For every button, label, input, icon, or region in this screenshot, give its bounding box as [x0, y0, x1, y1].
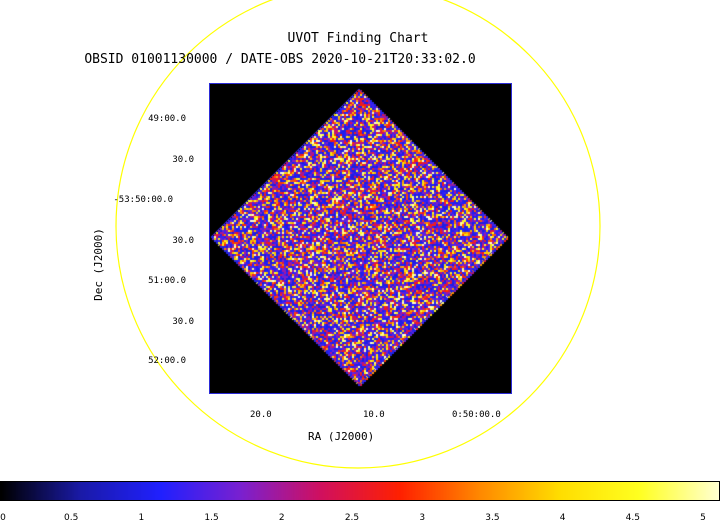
- colorbar-tick-label: 2.5: [344, 513, 360, 523]
- y-tick-label: 30.0: [172, 155, 194, 165]
- colorbar-tick-label: 2: [278, 513, 285, 523]
- colorbar-tick-label: 3: [419, 513, 426, 523]
- y-tick-label: -53:50:00.0: [113, 195, 173, 205]
- colorbar-tick-label: 1.5: [204, 513, 219, 523]
- colorbar-tick-label: 3.5: [485, 513, 500, 523]
- colorbar-tick-label: 4.5: [625, 513, 640, 523]
- y-tick-label: 52:00.0: [148, 356, 186, 366]
- x-tick-label: 20.0: [250, 410, 272, 420]
- x-tick-label: 10.0: [363, 410, 385, 420]
- chart-subtitle: OBSID 01001130000 / DATE-OBS 2020-10-21T…: [84, 52, 476, 67]
- colorbar-tick-label: 0.5: [64, 513, 79, 523]
- colorbar-tick-label: 5: [700, 513, 706, 523]
- sky-image: [210, 84, 511, 393]
- colorbar-tick-label: 1: [138, 513, 145, 523]
- y-tick-label: 49:00.0: [148, 114, 186, 124]
- y-axis-label: Dec (J2000): [91, 228, 105, 301]
- colorbar-tick-label: 0: [0, 513, 6, 523]
- colorbar: [0, 481, 720, 501]
- y-tick-label: 51:00.0: [148, 276, 186, 286]
- y-tick-label: 30.0: [172, 317, 194, 327]
- colorbar-tick-label: 4: [559, 513, 566, 523]
- image-plot[interactable]: [209, 83, 512, 394]
- chart-title: UVOT Finding Chart: [287, 31, 429, 46]
- y-tick-label: 30.0: [172, 236, 194, 246]
- x-axis-label: RA (J2000): [308, 430, 375, 443]
- x-tick-label: 0:50:00.0: [452, 410, 501, 420]
